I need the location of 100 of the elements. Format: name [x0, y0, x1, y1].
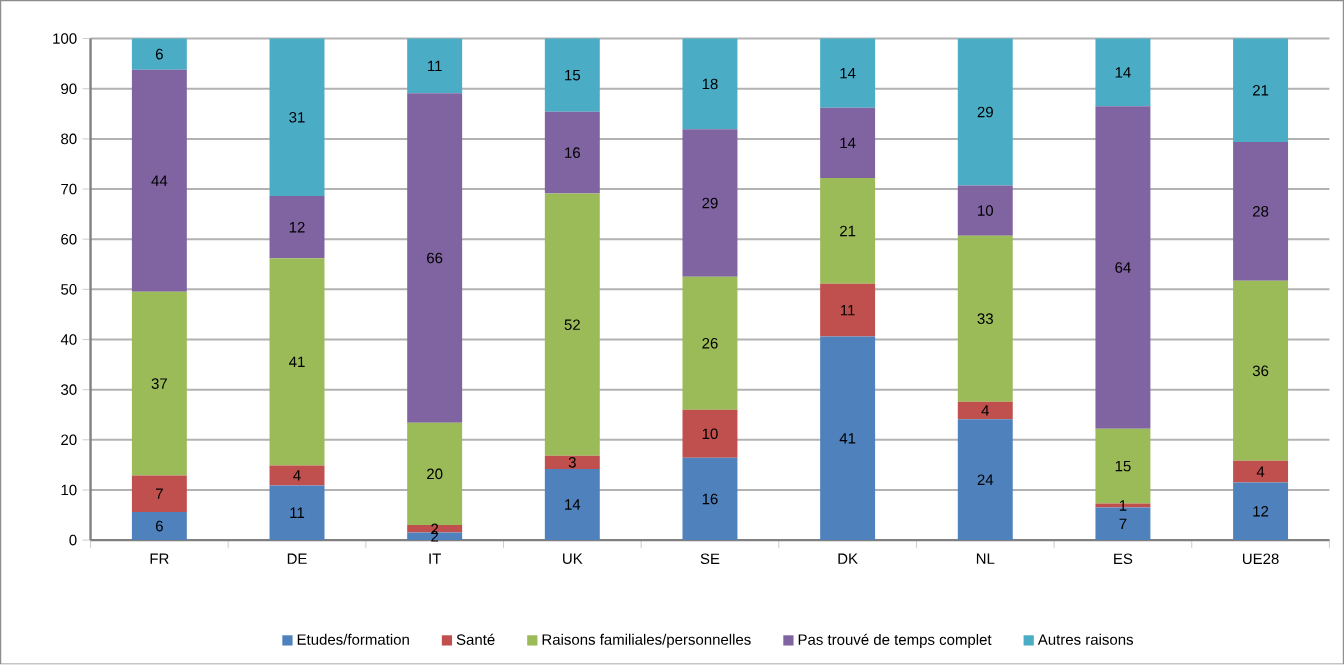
data-label: 20 — [427, 468, 443, 480]
data-label: 52 — [564, 319, 580, 331]
bar — [544, 111, 600, 194]
y-tick-label: 90 — [61, 83, 77, 95]
data-label: 3 — [568, 457, 576, 468]
bar — [820, 107, 876, 179]
y-tick-label: 40 — [60, 334, 77, 346]
x-tick-label: SE — [700, 553, 720, 565]
data-label: 11 — [840, 305, 855, 316]
x-tick-label: UK — [563, 553, 583, 565]
y-tick-label: 60 — [61, 234, 77, 245]
data-label: 44 — [151, 175, 168, 187]
data-label: 33 — [977, 313, 993, 325]
y-tick-label: 80 — [61, 133, 77, 145]
legend-label: Raisons familiales/personnelles — [542, 634, 751, 649]
data-label: 24 — [977, 474, 994, 486]
bar — [957, 38, 1013, 186]
data-label: 26 — [702, 338, 718, 349]
x-tick-label: DE — [287, 553, 307, 565]
bar — [1233, 281, 1289, 462]
legend-label: Autres raisons — [1037, 634, 1134, 646]
data-label: 36 — [1252, 365, 1269, 377]
bar — [407, 38, 463, 94]
bar — [820, 178, 876, 285]
legend-label: Etudes/formation — [297, 634, 409, 646]
data-label: 4 — [293, 470, 301, 481]
bar — [269, 465, 325, 486]
bar — [957, 235, 1013, 402]
bar — [269, 196, 325, 259]
data-label: 12 — [289, 222, 305, 233]
legend-label: Santé — [456, 633, 495, 646]
data-label: 14 — [840, 137, 856, 149]
bar — [1233, 461, 1289, 483]
data-label: 14 — [1115, 67, 1131, 78]
data-label: 10 — [702, 428, 718, 440]
y-tick-label: 70 — [61, 183, 77, 195]
bar — [820, 336, 876, 541]
bar — [131, 512, 187, 541]
bar — [1233, 38, 1289, 143]
x-tick-label: DK — [838, 553, 858, 565]
y-tick-label: 0 — [69, 535, 77, 546]
bar — [269, 38, 325, 197]
bar — [957, 185, 1013, 236]
y-tick-label: 30 — [61, 384, 77, 396]
data-label: 4 — [981, 405, 990, 416]
data-label: 37 — [151, 378, 167, 390]
x-tick-label: NL — [976, 553, 995, 565]
bar — [1233, 142, 1289, 282]
data-label: 14 — [840, 68, 856, 79]
y-tick-label: 50 — [61, 284, 77, 295]
data-label: 11 — [290, 507, 305, 519]
data-label: 29 — [702, 197, 718, 209]
data-label: 7 — [1119, 518, 1127, 530]
data-label: 41 — [839, 433, 856, 444]
data-label: 14 — [565, 499, 581, 510]
bar — [1095, 38, 1151, 107]
data-label: 11 — [428, 60, 442, 72]
data-label: 21 — [840, 225, 856, 237]
data-label: 64 — [1115, 262, 1131, 274]
bar — [820, 284, 876, 337]
data-label: 28 — [1253, 206, 1269, 217]
y-tick-label: 100 — [53, 33, 77, 45]
bar — [131, 38, 187, 70]
data-label: 31 — [289, 112, 305, 123]
data-label: 21 — [1253, 85, 1269, 96]
bar — [269, 258, 325, 466]
bar — [131, 69, 187, 293]
data-label: 16 — [702, 493, 718, 505]
data-label: 6 — [155, 49, 163, 60]
data-label: 16 — [565, 147, 580, 159]
x-tick-label: ES — [1114, 553, 1133, 565]
data-label: 29 — [977, 106, 993, 118]
bar — [957, 419, 1013, 541]
bar — [407, 525, 463, 533]
bar — [544, 193, 600, 457]
x-tick-label: UE28 — [1243, 553, 1279, 565]
bar — [682, 38, 738, 130]
data-label: 7 — [155, 488, 163, 500]
data-label: 15 — [1115, 461, 1131, 472]
bar — [682, 129, 738, 278]
data-label: 18 — [702, 78, 718, 90]
data-label: 66 — [427, 252, 443, 264]
bar — [131, 475, 187, 513]
x-tick-label: IT — [429, 553, 441, 565]
bar — [682, 277, 738, 410]
data-label: 10 — [978, 205, 994, 217]
bar — [131, 292, 187, 476]
bar — [544, 456, 600, 470]
legend-label: Pas trouvé de temps complet — [798, 633, 992, 649]
bar — [682, 409, 738, 459]
bar — [957, 401, 1013, 420]
bar — [820, 38, 876, 108]
data-label: 15 — [565, 70, 581, 81]
y-tick-label: 20 — [61, 434, 77, 446]
bar — [407, 93, 463, 423]
data-label: 6 — [155, 520, 163, 532]
data-label: 41 — [289, 356, 305, 368]
bar — [269, 485, 325, 541]
bar — [1233, 482, 1289, 541]
y-tick-label: 10 — [61, 484, 77, 496]
